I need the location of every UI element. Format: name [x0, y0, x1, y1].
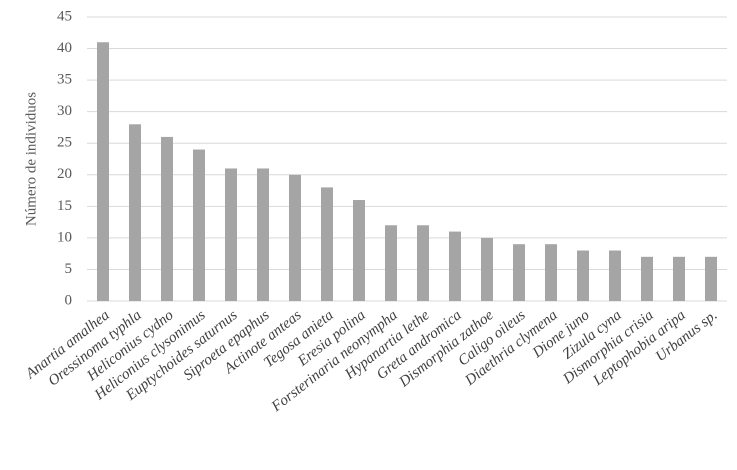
y-tick-label: 35: [57, 72, 72, 88]
y-tick-label: 0: [65, 292, 73, 308]
y-tick-label: 25: [57, 135, 72, 151]
bar: [289, 174, 301, 301]
bar: [97, 42, 109, 301]
bar: [641, 256, 653, 301]
bar: [129, 124, 141, 302]
y-tick-label: 40: [57, 40, 72, 56]
y-tick-label: 15: [57, 198, 72, 214]
bar: [161, 136, 173, 301]
bar: [193, 149, 205, 301]
bar: [417, 225, 429, 301]
y-axis-label: Número de individuos: [23, 92, 39, 226]
bar: [513, 244, 525, 301]
y-tick-label: 30: [57, 103, 72, 119]
y-tick-label: 5: [65, 261, 73, 277]
bar: [449, 231, 461, 301]
bar: [353, 200, 365, 301]
bar: [481, 237, 493, 301]
y-tick-label: 45: [57, 8, 72, 24]
bar: [609, 250, 621, 301]
bar: [705, 256, 717, 301]
bar: [577, 250, 589, 301]
bar: [545, 244, 557, 301]
y-tick-label: 10: [57, 229, 72, 245]
y-tick-label: 20: [57, 166, 72, 182]
bar: [257, 168, 269, 301]
bar: [673, 256, 685, 301]
bar: [321, 187, 333, 301]
bar: [385, 225, 397, 301]
bar: [225, 168, 237, 301]
